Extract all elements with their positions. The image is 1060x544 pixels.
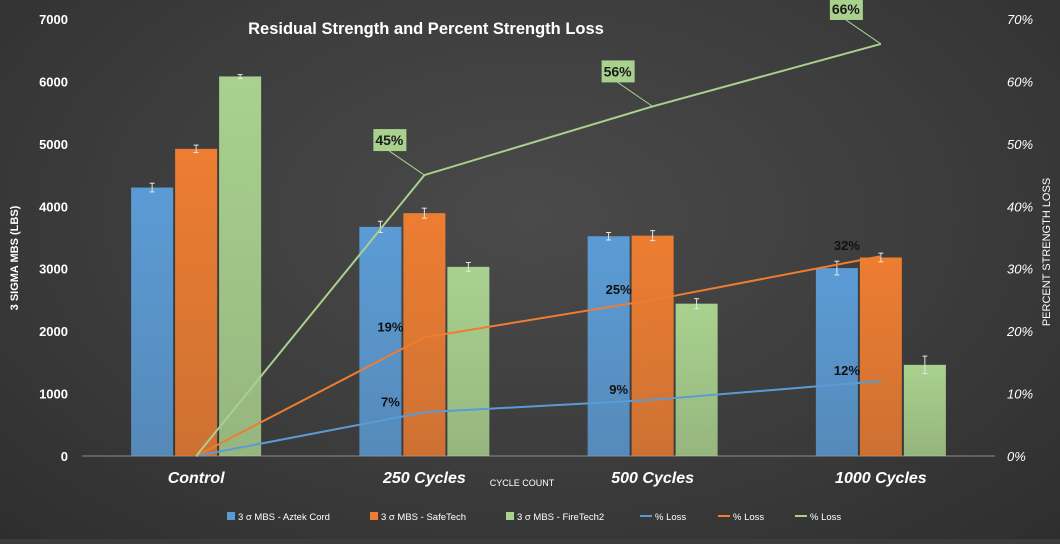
bar <box>903 364 946 456</box>
callout-leader <box>845 19 882 45</box>
data-label: 45% <box>375 132 404 148</box>
y2-tick-label: 70% <box>1007 12 1033 27</box>
legend-label: % Loss <box>655 512 686 523</box>
legend-label: % Loss <box>733 512 764 523</box>
y2-tick-label: 10% <box>1007 387 1033 402</box>
legend-label: 3 σ MBS - SafeTech <box>381 512 466 523</box>
bar <box>815 268 858 456</box>
bar <box>675 303 718 456</box>
data-label: 12% <box>834 363 860 378</box>
category-label: Control <box>168 470 225 487</box>
bar <box>631 235 674 456</box>
y-tick-label: 7000 <box>39 12 68 27</box>
x-axis-label: CYCLE COUNT <box>490 478 555 488</box>
chart-title: Residual Strength and Percent Strength L… <box>248 20 604 38</box>
callout-leader <box>617 81 653 107</box>
bar <box>859 257 902 456</box>
data-label: 25% <box>606 282 632 297</box>
legend-label: 3 σ MBS - Aztek Cord <box>238 512 330 523</box>
y-tick-label: 2000 <box>39 324 68 339</box>
bar <box>219 76 262 456</box>
y-tick-label: 6000 <box>39 74 68 89</box>
callout-leader <box>389 150 425 176</box>
bar <box>131 187 174 457</box>
legend-label: % Loss <box>810 512 841 523</box>
data-label: 19% <box>377 319 403 334</box>
y2-tick-label: 50% <box>1007 137 1033 152</box>
y-tick-label: 1000 <box>39 387 68 402</box>
loss-line <box>195 43 882 457</box>
callout-box <box>601 60 635 83</box>
y2-tick-label: 20% <box>1006 324 1033 339</box>
category-label: 500 Cycles <box>611 470 694 487</box>
y-tick-label: 3000 <box>39 262 68 277</box>
bar <box>587 236 630 456</box>
data-label: 56% <box>604 63 633 79</box>
y-tick-label: 5000 <box>39 137 68 152</box>
y2-tick-label: 30% <box>1007 262 1033 277</box>
legend-swatch <box>227 512 235 520</box>
loss-line <box>195 255 882 457</box>
y2-tick-label: 60% <box>1007 74 1033 89</box>
data-label: 66% <box>832 1 861 17</box>
y2-tick-label: 0% <box>1007 449 1026 464</box>
callout-box <box>373 129 407 152</box>
y2-axis-label: PERCENT STRENGTH LOSS <box>1041 178 1053 326</box>
y2-tick-label: 40% <box>1007 199 1033 214</box>
y-tick-label: 4000 <box>39 199 68 214</box>
data-label: 7% <box>381 394 400 409</box>
bar <box>175 148 218 456</box>
legend-swatch <box>370 512 378 520</box>
callout-box <box>829 0 863 20</box>
y-axis-label: 3 SIGMA MBS (LBS) <box>9 205 21 310</box>
legend-label: 3 σ MBS - FireTech2 <box>517 512 604 523</box>
y-tick-label: 0 <box>61 449 68 464</box>
loss-line <box>195 380 881 457</box>
category-label: 250 Cycles <box>382 470 466 487</box>
data-label: 9% <box>609 382 628 397</box>
category-label: 1000 Cycles <box>835 470 927 487</box>
data-label: 32% <box>834 238 860 253</box>
legend-swatch <box>506 512 514 520</box>
bar <box>447 266 490 456</box>
